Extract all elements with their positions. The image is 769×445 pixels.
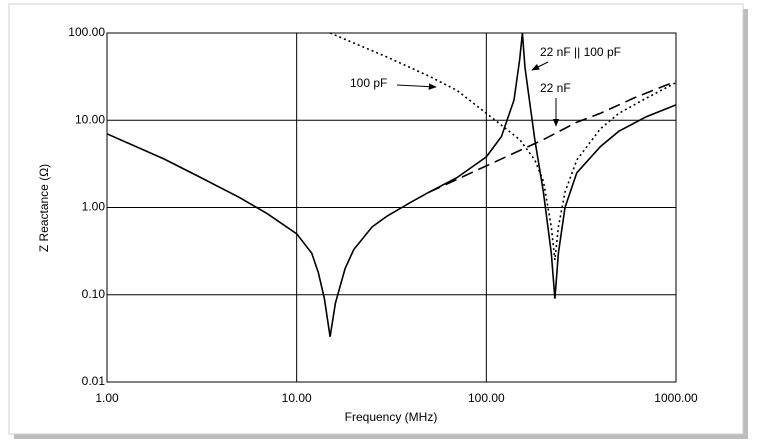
annotation-arrow (396, 83, 437, 90)
y-axis-label: Z Reactance (Ω) (37, 164, 51, 252)
series-line (428, 80, 677, 193)
series-line (106, 32, 677, 337)
annotation: 100 pF (350, 76, 387, 90)
y-tick-label: 100.00 (68, 25, 105, 39)
x-tick-label: 10.00 (282, 391, 312, 405)
y-tick-label: 10.00 (75, 112, 105, 126)
y-tick-label: 1.00 (82, 200, 106, 214)
annotation: 22 nF || 100 pF (540, 45, 621, 59)
y-tick-label: 0.01 (82, 374, 106, 388)
x-axis-label: Frequency (MHz) (345, 410, 438, 424)
x-tick-label: 100.00 (468, 391, 505, 405)
y-tick-label: 0.10 (82, 287, 106, 301)
annotation: 22 nF (540, 81, 571, 95)
frame (8, 3, 744, 435)
x-tick-label: 1.00 (95, 391, 119, 405)
annotation-arrow (531, 61, 549, 71)
x-tick-label: 1000.00 (654, 391, 698, 405)
